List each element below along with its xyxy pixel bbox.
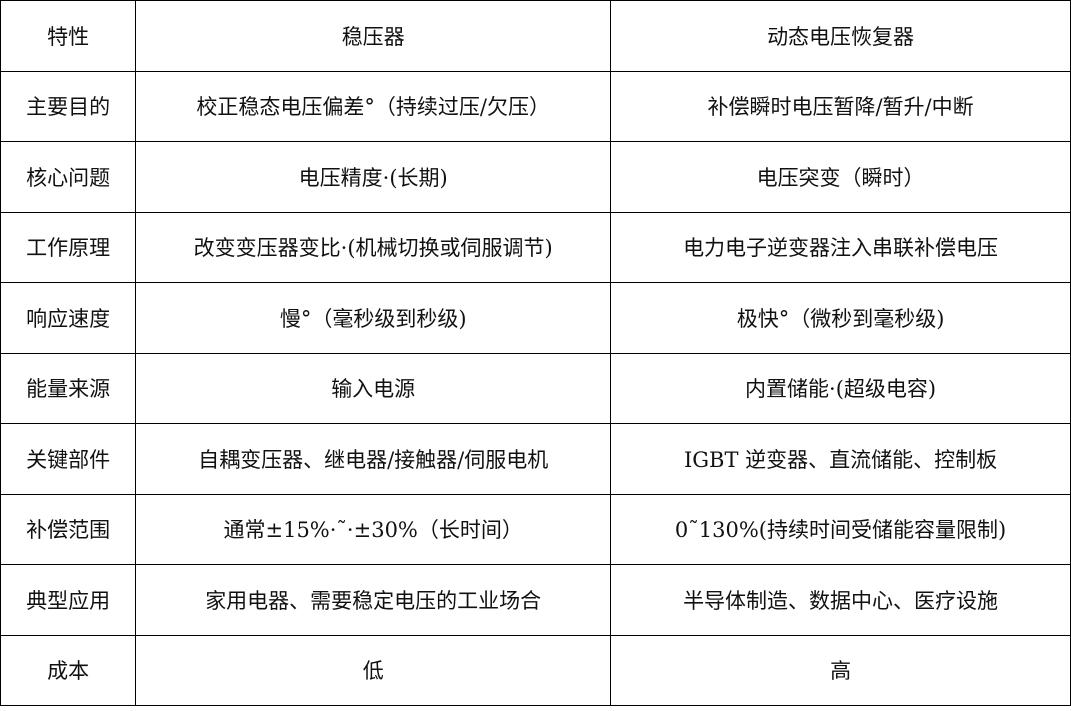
table-row: 响应速度 慢°（毫秒级到秒级) 极快°（微秒到毫秒级) (0, 282, 1071, 354)
header-cell-voltage-regulator: 稳压器 (135, 0, 612, 72)
dvr-cell: 内置储能·(超级电容) (610, 352, 1071, 424)
table-row: 成本低高 (0, 634, 1071, 706)
dvr-cell: 0˜130%(持续时间受储能容量限制) (610, 493, 1071, 565)
dvr-cell: 半导体制造、数据中心、医疗设施 (610, 564, 1071, 636)
row-label-cell: 成本 (0, 634, 137, 706)
regulator-cell: 慢°（毫秒级到秒级) (135, 282, 612, 354)
regulator-cell: 校正稳态电压偏差°（持续过压/欠压） (135, 70, 612, 142)
row-label-cell: 能量来源 (0, 352, 137, 424)
header-cell-feature: 特性 (0, 0, 137, 72)
table-row: 工作原理 改变变压器变比·(机械切换或伺服调节) 电力电子逆变器注入串联补偿电压 (0, 211, 1071, 283)
header-row: 特性 稳压器 动态电压恢复器 (0, 0, 1071, 72)
table-row: 主要目的 校正稳态电压偏差°（持续过压/欠压） 补偿瞬时电压暂降/暂升/中断 (0, 70, 1071, 142)
dvr-cell: 电压突变（瞬时） (610, 141, 1071, 213)
row-label-cell: 响应速度 (0, 282, 137, 354)
regulator-cell: 自耦变压器、继电器/接触器/伺服电机 (135, 423, 612, 495)
header-cell-dvr: 动态电压恢复器 (610, 0, 1071, 72)
regulator-cell: 输入电源 (135, 352, 612, 424)
row-label-cell: 典型应用 (0, 564, 137, 636)
regulator-cell: 低 (135, 634, 612, 706)
table-row: 补偿范围 通常±15%·˜·±30%（长时间） 0˜130%(持续时间受储能容量限制… (0, 493, 1071, 565)
row-label-cell: 主要目的 (0, 70, 137, 142)
row-label-cell: 补偿范围 (0, 493, 137, 565)
dvr-cell: IGBT 逆变器、直流储能、控制板 (610, 423, 1071, 495)
regulator-cell: 电压精度·(长期) (135, 141, 612, 213)
table-row: 能量来源 输入电源 内置储能·(超级电容) (0, 352, 1071, 424)
regulator-cell: 改变变压器变比·(机械切换或伺服调节) (135, 211, 612, 283)
regulator-cell: 家用电器、需要稳定电压的工业场合 (135, 564, 612, 636)
row-label-cell: 关键部件 (0, 423, 137, 495)
table-row: 典型应用 家用电器、需要稳定电压的工业场合 半导体制造、数据中心、医疗设施 (0, 564, 1071, 636)
dvr-cell: 极快°（微秒到毫秒级) (610, 282, 1071, 354)
table-row: 关键部件 自耦变压器、继电器/接触器/伺服电机 IGBT 逆变器、直流储能、控制板 (0, 423, 1071, 495)
regulator-cell: 通常±15%·˜·±30%（长时间） (135, 493, 612, 565)
row-label-cell: 核心问题 (0, 141, 137, 213)
dvr-cell: 电力电子逆变器注入串联补偿电压 (610, 211, 1071, 283)
row-label-cell: 工作原理 (0, 211, 137, 283)
dvr-cell: 补偿瞬时电压暂降/暂升/中断 (610, 70, 1071, 142)
table-row: 核心问题 电压精度·(长期) 电压突变（瞬时） (0, 141, 1071, 213)
dvr-cell: 高 (610, 634, 1071, 706)
